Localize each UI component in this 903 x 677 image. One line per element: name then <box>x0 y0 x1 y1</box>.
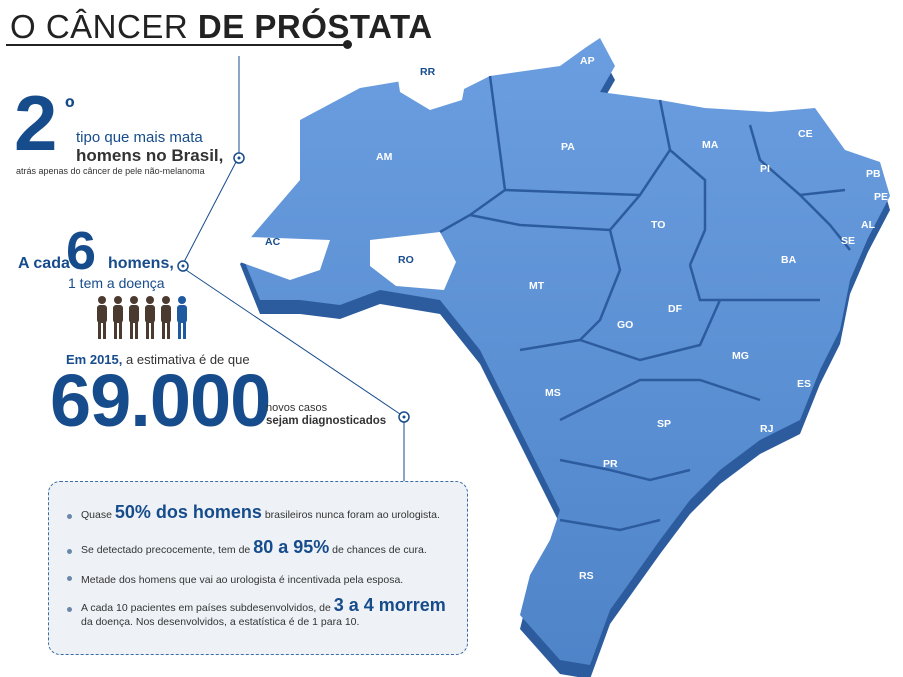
title-bold: DE PRÓSTATA <box>197 8 433 45</box>
state-label-ce: CE <box>798 128 813 140</box>
fact-highlight: 50% dos homens <box>114 502 262 522</box>
title-light: O CÂNCER <box>10 8 189 45</box>
estimate-year: Em 2015, <box>66 352 123 367</box>
fact-highlight: 80 a 95% <box>253 537 330 557</box>
bullet-icon <box>67 514 72 519</box>
person-icon <box>97 296 107 339</box>
state-borders <box>439 75 851 532</box>
state-label-mt: MT <box>529 280 545 292</box>
rank-line1: tipo que mais mata <box>76 129 203 146</box>
title-rule <box>6 44 346 46</box>
person-icon <box>113 296 123 339</box>
fact-highlight: 3 a 4 morrem <box>333 595 446 615</box>
state-label-pe: PE <box>874 191 889 203</box>
fact-text: Quase <box>81 509 115 521</box>
state-label-pb: PB <box>866 168 881 180</box>
map-surface <box>240 38 890 665</box>
fact-text: A cada 10 pacientes em países subdesenvo… <box>81 602 334 614</box>
rank-line2: homens no Brasil, <box>76 146 224 165</box>
state-label-to: TO <box>651 219 666 231</box>
fact-item: A cada 10 pacientes em países subdesenvo… <box>67 595 457 629</box>
state-label-pr: PR <box>603 458 618 470</box>
title-dot <box>343 40 352 49</box>
state-label-rs: RS <box>579 570 594 582</box>
rank-number: 2 <box>14 79 58 167</box>
state-label-rj: RJ <box>760 423 774 435</box>
estimate-intro-rest: a estimativa é de que <box>126 352 250 367</box>
person-icon <box>145 296 155 339</box>
state-rr-shape <box>395 44 470 110</box>
rank-note: atrás apenas do câncer de pele não-melan… <box>16 166 205 176</box>
state-label-pa: PA <box>561 141 575 153</box>
state-label-sp: SP <box>657 418 672 430</box>
state-label-mg: MG <box>732 350 749 362</box>
fact-text: Metade dos homens que vai ao urologista … <box>81 574 404 586</box>
state-label-rr: RR <box>420 66 436 78</box>
state-label-es: ES <box>797 378 812 390</box>
state-label-df: DF <box>668 303 682 315</box>
person-icon <box>129 296 139 339</box>
state-ac-shape <box>222 236 330 280</box>
people-icons <box>97 296 187 339</box>
ratio-suffix: homens, <box>108 255 174 272</box>
person-icon-highlighted <box>177 296 187 339</box>
fact-item: Se detectado precocemente, tem de 80 a 9… <box>67 537 427 557</box>
state-label-ba: BA <box>781 254 797 266</box>
rank-superscript: º <box>65 92 75 122</box>
facts-box: Quase 50% dos homens brasileiros nunca f… <box>48 481 468 655</box>
fact-text: da doença. Nos desenvolvidos, a estatíst… <box>81 616 360 628</box>
estimate-number: 69.000 <box>50 359 271 442</box>
state-label-am: AM <box>376 151 393 163</box>
person-icon <box>161 296 171 339</box>
state-label-ro: RO <box>398 254 414 266</box>
ratio-prefix: A cada <box>18 255 70 272</box>
state-label-ac: AC <box>265 236 281 248</box>
estimate-line2: sejam diagnosticados <box>266 415 387 427</box>
bullet-icon <box>67 576 72 581</box>
ratio-number: 6 <box>66 221 97 281</box>
state-label-go: GO <box>617 319 634 331</box>
state-label-ms: MS <box>545 387 561 399</box>
state-label-pi: PI <box>760 163 770 175</box>
state-ro-shape <box>370 232 456 290</box>
bullet-icon <box>67 607 72 612</box>
state-label-se: SE <box>841 235 856 247</box>
estimate-line1: novos casos <box>266 402 328 414</box>
ratio-line2: 1 tem a doença <box>68 275 165 291</box>
fact-text: Se detectado precocemente, tem de <box>81 544 254 556</box>
state-label-ma: MA <box>702 139 719 151</box>
fact-item: Quase 50% dos homens brasileiros nunca f… <box>67 502 440 522</box>
estimate-intro: Em 2015, a estimativa é de que <box>66 352 250 367</box>
state-label-ap: AP <box>580 55 595 67</box>
state-label-al: AL <box>861 219 875 231</box>
bullet-icon <box>67 549 72 554</box>
fact-text: de chances de cura. <box>329 544 427 556</box>
fact-text: brasileiros nunca foram ao urologista. <box>261 509 440 521</box>
fact-item: Metade dos homens que vai ao urologista … <box>67 573 403 587</box>
page-title: O CÂNCER DE PRÓSTATA <box>10 8 433 46</box>
